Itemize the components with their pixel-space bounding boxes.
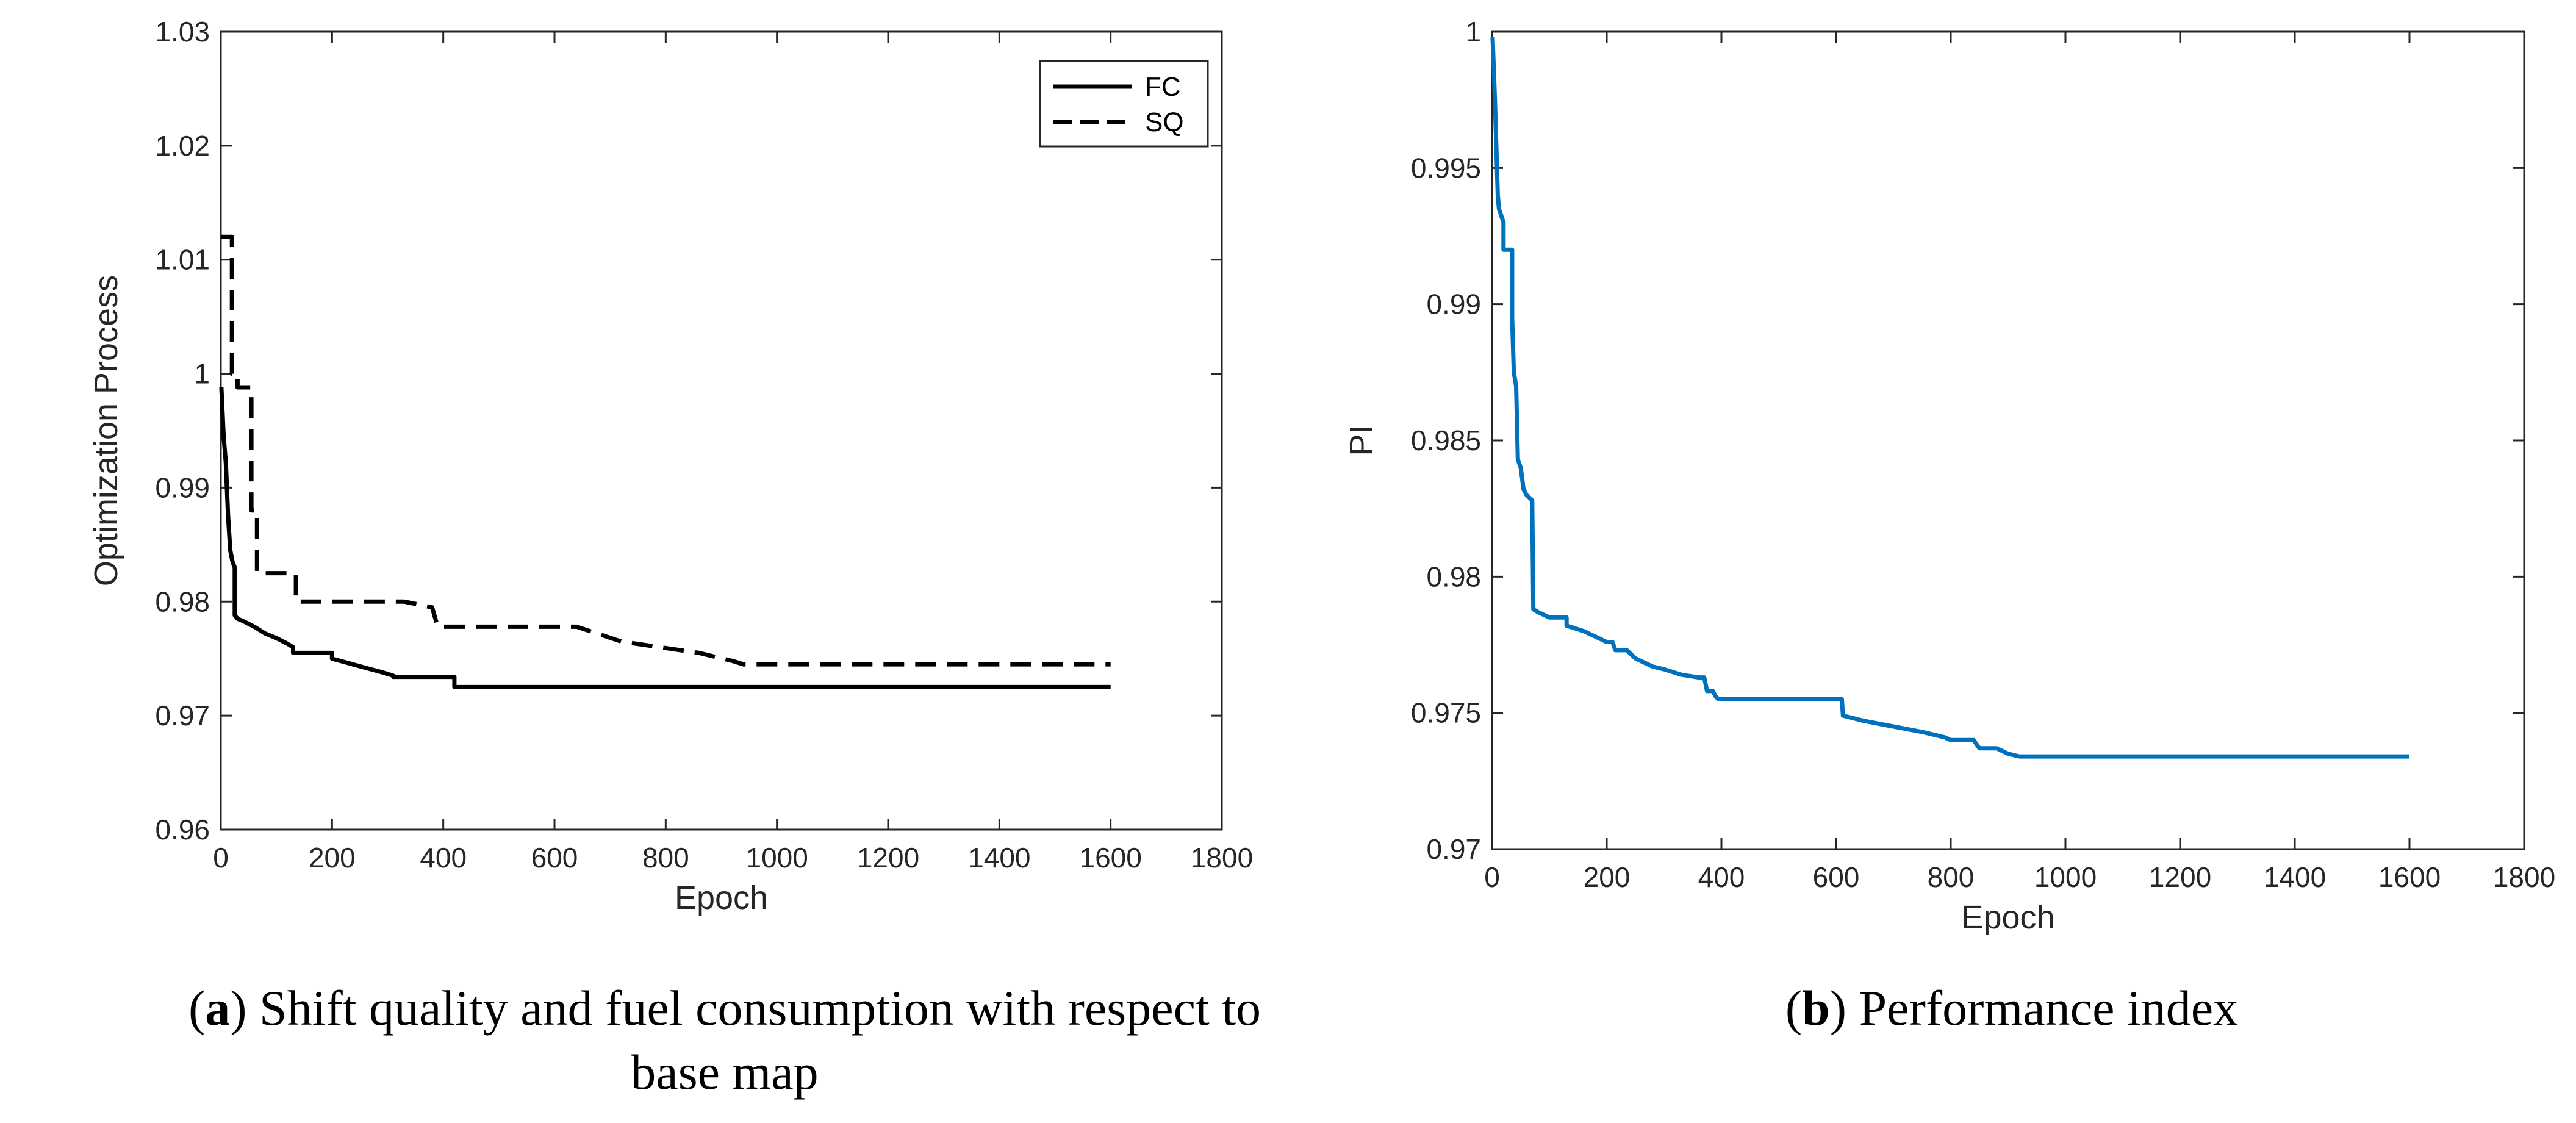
pb-x-tick-label: 1000 bbox=[2034, 861, 2097, 893]
pb-y-tick-label: 0.995 bbox=[1411, 152, 1481, 184]
pa-x-axis-label: Epoch bbox=[675, 880, 768, 916]
caption-b-letter: b bbox=[1802, 980, 1830, 1036]
pb-x-tick-label: 400 bbox=[1698, 861, 1745, 893]
pa-series-fc-line bbox=[219, 387, 1111, 689]
caption-a-line1: ) Shift quality and fuel consumption wit… bbox=[230, 980, 1261, 1036]
pb-x-tick-label: 1400 bbox=[2264, 861, 2326, 893]
pb-x-tick-label: 600 bbox=[1813, 861, 1860, 893]
pb-x-tick-label: 1600 bbox=[2378, 861, 2441, 893]
caption-b-line1: ) Performance index bbox=[1830, 980, 2238, 1036]
pa-x-tick-label: 1600 bbox=[1079, 842, 1141, 874]
pb-y-tick-label: 0.98 bbox=[1426, 561, 1481, 592]
pb-x-tick-label: 800 bbox=[1928, 861, 1975, 893]
pa-x-tick-label: 0 bbox=[213, 842, 229, 874]
pa-y-tick-label: 0.97 bbox=[155, 700, 210, 731]
pa-y-tick-label: 1.01 bbox=[155, 244, 210, 276]
pa-legend-box bbox=[1039, 60, 1209, 148]
pb-y-tick-label: 0.985 bbox=[1411, 425, 1481, 456]
pb-x-tick-label: 1200 bbox=[2149, 861, 2211, 893]
pb-y-axis-label: PI bbox=[1343, 425, 1380, 456]
pb-x-axis-label: Epoch bbox=[1961, 899, 2054, 936]
pa-y-tick-label: 0.98 bbox=[155, 586, 210, 617]
pa-y-tick-label: 1.03 bbox=[155, 16, 210, 48]
pa-x-tick-label: 1800 bbox=[1191, 842, 1253, 874]
pa-x-tick-label: 800 bbox=[642, 842, 689, 874]
pa-legend-label-fc: FC bbox=[1145, 72, 1181, 102]
caption-a-open: ( bbox=[188, 980, 205, 1036]
pb-x-tick-label: 200 bbox=[1584, 861, 1631, 893]
pb-x-tick-label: 0 bbox=[1484, 861, 1500, 893]
pb-y-tick-label: 0.975 bbox=[1411, 697, 1481, 729]
pa-y-axis-label: Optimization Process bbox=[88, 275, 124, 586]
pa-x-tick-label: 1200 bbox=[857, 842, 919, 874]
pa-x-tick-label: 600 bbox=[531, 842, 578, 874]
pb-series-pi-line bbox=[1490, 37, 2409, 759]
pb-x-tick-label: 1800 bbox=[2493, 861, 2555, 893]
caption-a-line2: base map bbox=[631, 1044, 818, 1100]
pb-y-tick-label: 0.99 bbox=[1426, 289, 1481, 320]
caption-b: (b) Performance index bbox=[1785, 980, 2238, 1036]
pa-y-tick-label: 1.02 bbox=[155, 130, 210, 162]
pa-y-tick-label: 1 bbox=[194, 358, 210, 390]
pa-y-tick-label: 0.96 bbox=[155, 814, 210, 845]
pa-x-tick-label: 400 bbox=[420, 842, 467, 874]
pb-y-tick-label: 1 bbox=[1465, 16, 1481, 48]
pa-x-tick-label: 1400 bbox=[968, 842, 1030, 874]
panel-a-chart: 0 200 400 600 800 1000 1200 1400 1600 1800 0.96 0.9… bbox=[88, 16, 1253, 916]
caption-a: (a) Shift quality and fuel consumption w… bbox=[188, 980, 1261, 1036]
pa-x-tick-label: 200 bbox=[309, 842, 356, 874]
pa-axes-box bbox=[220, 30, 1223, 831]
pb-y-tick-label: 0.97 bbox=[1426, 833, 1481, 865]
pa-y-tick-label: 0.99 bbox=[155, 472, 210, 503]
caption-b-open: ( bbox=[1785, 980, 1802, 1036]
pb-axes-box bbox=[1491, 30, 2525, 850]
caption-a-letter: a bbox=[205, 980, 230, 1036]
panel-b-chart: 0 200 400 600 800 1000 1200 1400 1600 1800 0.97 0.9… bbox=[1343, 16, 2555, 936]
pa-series-sq-line bbox=[221, 234, 1111, 667]
pa-legend-label-sq: SQ bbox=[1145, 107, 1184, 137]
pa-x-tick-label: 1000 bbox=[745, 842, 808, 874]
